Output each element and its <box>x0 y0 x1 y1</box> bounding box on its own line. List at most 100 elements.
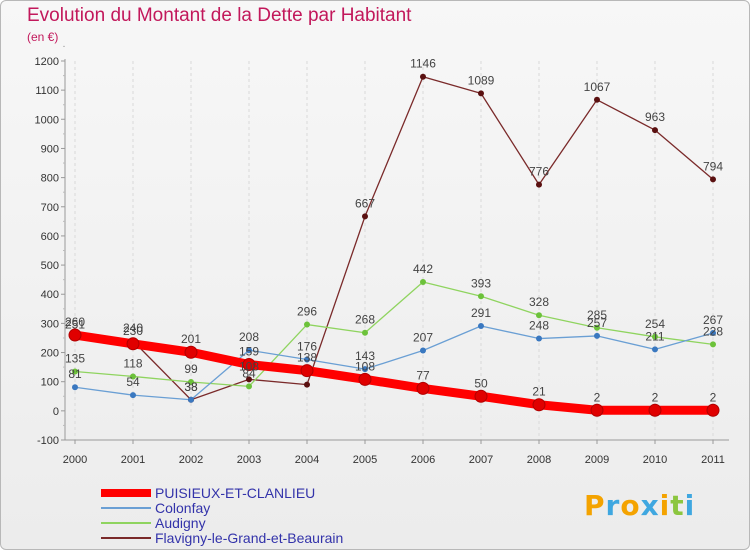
data-point <box>706 403 720 417</box>
legend-label: Audigny <box>155 515 206 531</box>
data-label: 240 <box>123 321 143 335</box>
brand-logo: Proxiti <box>584 489 695 522</box>
data-label: 257 <box>587 316 607 330</box>
data-label: 251 <box>65 318 85 332</box>
y-tick-label: 0 <box>53 406 59 418</box>
data-label: 291 <box>471 306 491 320</box>
data-point <box>362 213 368 220</box>
brand-letter: t <box>670 489 685 522</box>
data-point <box>652 127 658 134</box>
y-tick-label: -100 <box>37 435 59 447</box>
legend-label: PUISIEUX-ET-CLANLIEU <box>155 485 315 501</box>
data-point <box>68 328 82 342</box>
y-tick-label: 600 <box>41 231 59 243</box>
series-line-0 <box>70 330 718 415</box>
data-label: 296 <box>297 305 317 319</box>
data-point <box>246 376 252 383</box>
data-point <box>532 398 546 412</box>
legend-label: Colonfay <box>155 500 210 516</box>
y-tick-label: 800 <box>41 173 59 185</box>
data-label: 667 <box>355 196 375 210</box>
x-tick-label: 2010 <box>643 454 667 466</box>
data-point <box>536 335 542 342</box>
series-line-2 <box>74 281 714 388</box>
data-label: 77 <box>416 368 430 382</box>
data-point <box>420 73 426 80</box>
x-tick-label: 2009 <box>585 454 609 466</box>
data-point <box>362 366 368 373</box>
data-point <box>72 368 78 375</box>
data-label: 201 <box>181 332 201 346</box>
data-label: 794 <box>703 159 723 173</box>
data-point <box>478 323 484 330</box>
brand-letter: P <box>584 489 606 522</box>
data-point <box>590 403 604 417</box>
data-point <box>304 381 310 388</box>
data-point <box>710 341 716 348</box>
data-label: 248 <box>529 319 549 333</box>
data-point <box>474 389 488 403</box>
data-label: 143 <box>355 349 375 363</box>
data-label: 108 <box>355 359 375 373</box>
y-tick-label: 1000 <box>35 114 59 126</box>
data-point <box>304 356 310 363</box>
y-tick-label: 400 <box>41 289 59 301</box>
data-point <box>362 329 368 336</box>
data-label: 228 <box>703 324 723 338</box>
y-tick-label: 1200 <box>35 56 59 68</box>
data-point <box>710 330 716 337</box>
x-tick-label: 2006 <box>411 454 435 466</box>
x-tick-label: 2005 <box>353 454 377 466</box>
y-tick-label: 700 <box>41 202 59 214</box>
data-label: 254 <box>645 317 665 331</box>
y-tick-label: 500 <box>41 260 59 272</box>
data-label: 135 <box>65 351 85 365</box>
x-tick-label: 2000 <box>63 454 87 466</box>
data-point <box>130 373 136 380</box>
brand-letter: i <box>684 489 696 522</box>
data-label: 2 <box>594 390 601 404</box>
data-point <box>536 312 542 319</box>
data-point <box>420 347 426 354</box>
data-point <box>536 181 542 188</box>
x-tick-label: 2004 <box>295 454 319 466</box>
series-line-1 <box>74 325 714 401</box>
data-point <box>420 278 426 285</box>
x-tick-label: 2007 <box>469 454 493 466</box>
x-tick-label: 2002 <box>179 454 203 466</box>
data-label: 1089 <box>468 73 495 87</box>
data-label: 963 <box>645 110 665 124</box>
x-tick-label: 2001 <box>121 454 145 466</box>
data-point <box>478 90 484 97</box>
x-tick-label: 2011 <box>701 454 725 466</box>
data-label: 267 <box>703 313 723 327</box>
data-point <box>300 364 314 378</box>
data-label: 50 <box>474 376 488 390</box>
data-label: 138 <box>297 351 317 365</box>
data-point <box>358 372 372 386</box>
data-point <box>594 324 600 331</box>
x-tick-label: 2008 <box>527 454 551 466</box>
y-tick-label: 200 <box>41 348 59 360</box>
data-point <box>652 346 658 353</box>
y-tick-label: 900 <box>41 143 59 155</box>
data-label: 328 <box>529 295 549 309</box>
y-tick-label: 300 <box>41 318 59 330</box>
brand-letter: x <box>640 489 660 522</box>
data-label: 108 <box>239 359 259 373</box>
data-label: 393 <box>471 276 491 290</box>
data-label: 38 <box>184 380 198 394</box>
data-label: 776 <box>529 165 549 179</box>
data-point <box>246 347 252 354</box>
data-label: 442 <box>413 262 433 276</box>
data-point <box>304 321 310 328</box>
brand-letter: o <box>620 489 641 522</box>
data-label: 38 <box>184 380 198 394</box>
data-label: 21 <box>532 385 546 399</box>
data-label: 54 <box>126 375 140 389</box>
data-label: 1067 <box>584 80 611 94</box>
data-label: 2 <box>710 390 717 404</box>
data-point <box>246 383 252 390</box>
data-point <box>594 96 600 103</box>
